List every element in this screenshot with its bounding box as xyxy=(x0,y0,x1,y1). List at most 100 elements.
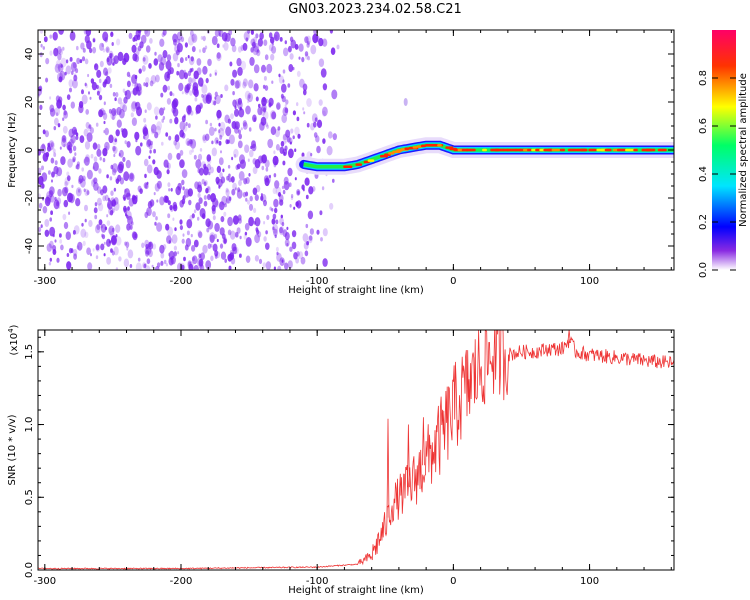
noise-speckle xyxy=(181,179,185,186)
noise-speckle xyxy=(277,265,282,270)
noise-speckle xyxy=(153,106,160,116)
noise-speckle xyxy=(75,198,81,207)
noise-speckle xyxy=(322,83,328,91)
snr-multiplier-base: (x10 xyxy=(9,333,20,356)
noise-speckle xyxy=(102,195,106,202)
noise-speckle xyxy=(112,145,116,152)
noise-speckle xyxy=(56,201,59,207)
noise-speckle xyxy=(144,173,147,179)
noise-speckle xyxy=(228,173,231,178)
noise-speckle xyxy=(170,187,173,192)
noise-speckle xyxy=(285,99,289,105)
noise-speckle xyxy=(44,130,50,138)
noise-speckle xyxy=(288,182,292,187)
noise-speckle xyxy=(224,258,227,263)
noise-speckle xyxy=(120,102,125,110)
noise-speckle xyxy=(214,127,217,132)
noise-speckle xyxy=(116,106,122,116)
noise-speckle xyxy=(219,172,223,179)
noise-speckle xyxy=(108,227,112,234)
noise-speckle xyxy=(260,195,264,201)
chart-title: GN03.2023.234.02.58.C21 xyxy=(288,2,462,17)
noise-speckle xyxy=(253,64,260,74)
noise-speckle xyxy=(108,108,112,114)
noise-speckle xyxy=(156,180,162,189)
noise-speckle xyxy=(243,234,247,240)
noise-speckle xyxy=(309,228,314,235)
noise-speckle xyxy=(310,44,317,55)
noise-speckle xyxy=(94,63,99,71)
noise-speckle xyxy=(106,220,111,227)
noise-speckle xyxy=(265,242,270,250)
noise-speckle xyxy=(188,263,194,270)
noise-speckle xyxy=(101,43,104,48)
noise-speckle xyxy=(322,228,328,237)
noise-speckle xyxy=(155,74,160,83)
noise-speckle xyxy=(89,47,93,54)
noise-speckle xyxy=(176,152,181,160)
noise-speckle xyxy=(254,217,261,227)
noise-speckle xyxy=(213,100,217,106)
noise-speckle xyxy=(57,53,62,61)
noise-speckle xyxy=(235,98,240,106)
noise-speckle xyxy=(318,58,325,67)
noise-speckle xyxy=(219,227,225,236)
snr-x-axis-label: Height of straight line (km) xyxy=(288,585,424,596)
spectrogram-track xyxy=(295,137,674,175)
noise-speckle xyxy=(177,182,182,191)
noise-speckle xyxy=(321,186,325,191)
noise-speckle xyxy=(199,148,203,152)
noise-speckle xyxy=(271,80,274,84)
noise-speckle xyxy=(100,224,103,229)
noise-speckle xyxy=(217,178,223,188)
noise-speckle xyxy=(191,213,195,219)
noise-speckle xyxy=(58,30,64,35)
noise-speckle xyxy=(197,216,200,221)
noise-speckle xyxy=(272,226,275,231)
noise-speckle xyxy=(93,181,99,191)
noise-speckle xyxy=(144,263,147,267)
noise-speckle xyxy=(52,233,55,238)
noise-speckle xyxy=(52,245,57,252)
noise-speckle xyxy=(320,68,327,78)
noise-speckle xyxy=(248,94,251,99)
noise-speckle xyxy=(244,144,250,153)
noise-speckle xyxy=(163,195,168,203)
noise-speckle xyxy=(326,145,333,156)
noise-speckle xyxy=(149,149,152,154)
noise-speckle xyxy=(284,104,287,108)
colorbar-tick-label: 0.4 xyxy=(698,166,709,182)
noise-speckle xyxy=(87,262,93,270)
noise-speckle xyxy=(181,264,185,270)
noise-speckle xyxy=(187,70,192,77)
noise-speckle xyxy=(307,235,313,244)
x-tick-label: 100 xyxy=(580,576,599,587)
noise-speckle xyxy=(59,233,62,238)
noise-speckle xyxy=(207,58,212,67)
noise-speckle xyxy=(84,188,89,197)
noise-speckle xyxy=(174,227,177,232)
noise-speckle xyxy=(141,65,146,72)
noise-speckle xyxy=(73,225,80,235)
noise-speckle xyxy=(114,138,117,143)
noise-speckle xyxy=(168,188,171,192)
noise-speckle xyxy=(80,178,86,188)
noise-speckle xyxy=(59,146,62,150)
noise-speckle xyxy=(188,199,192,206)
noise-speckle xyxy=(247,92,254,103)
noise-speckle xyxy=(126,80,131,88)
noise-speckle xyxy=(242,191,247,198)
noise-speckle xyxy=(220,251,227,260)
noise-speckle xyxy=(78,101,84,109)
noise-speckle xyxy=(243,31,250,41)
noise-speckle xyxy=(238,179,242,186)
noise-speckle xyxy=(165,60,172,70)
noise-speckle xyxy=(91,179,96,187)
noise-speckle xyxy=(90,153,94,159)
noise-speckle xyxy=(214,96,217,100)
noise-speckle xyxy=(102,185,108,194)
noise-speckle xyxy=(311,113,318,123)
noise-speckle xyxy=(131,117,137,126)
y-tick-label: 1.5 xyxy=(24,344,35,360)
